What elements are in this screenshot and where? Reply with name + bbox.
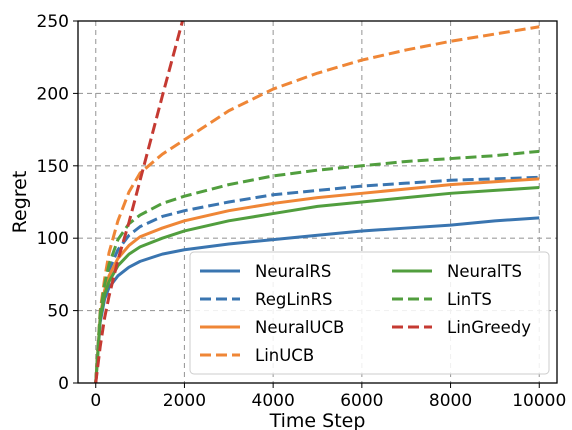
legend-label-neuralucb: NeuralUCB <box>255 318 344 337</box>
x-axis-label: Time Step <box>269 410 366 430</box>
y-tick-label: 100 <box>37 229 69 249</box>
legend-label-lints: LinTS <box>447 290 492 309</box>
legend-label-neuralrs: NeuralRS <box>255 262 331 281</box>
plot-frame <box>77 20 558 384</box>
series-line-neuralts <box>94 186 540 383</box>
series-line-neuralrs <box>94 216 540 383</box>
y-tick-label: 0 <box>58 374 69 394</box>
x-tick-label: 0 <box>90 391 101 411</box>
x-tick-label: 6000 <box>340 391 383 411</box>
x-tick-label: 8000 <box>429 391 472 411</box>
axis-ticks: 0 2000 4000 6000 8000 10000 0 50 100 150 200 250 <box>37 12 567 411</box>
y-tick-label: 150 <box>37 157 69 177</box>
y-axis-label: Regret <box>9 171 31 234</box>
legend-box <box>189 251 550 375</box>
y-tick-label: 50 <box>47 302 69 322</box>
legend-label-neuralts: NeuralTS <box>447 262 522 281</box>
series-line-linucb <box>94 25 540 383</box>
legend-label-reglinrs: RegLinRS <box>255 290 333 309</box>
legend-label-linucb: LinUCB <box>255 346 314 365</box>
x-tick-label: 2000 <box>163 391 206 411</box>
series-line-lints <box>94 149 540 383</box>
x-tick-label: 4000 <box>252 391 295 411</box>
series-line-lingreedy <box>94 21 185 383</box>
y-tick-label: 250 <box>37 12 69 32</box>
legend: NeuralRS RegLinRS NeuralUCB LinUCB NeuralTS L… <box>189 251 550 375</box>
series-line-reglinrs <box>94 175 540 383</box>
y-tick-label: 200 <box>37 84 69 104</box>
legend-label-lingreedy: LinGreedy <box>447 318 531 337</box>
series-lines <box>94 21 540 383</box>
x-tick-label: 10000 <box>512 391 566 411</box>
series-line-neuralucb <box>94 177 540 383</box>
